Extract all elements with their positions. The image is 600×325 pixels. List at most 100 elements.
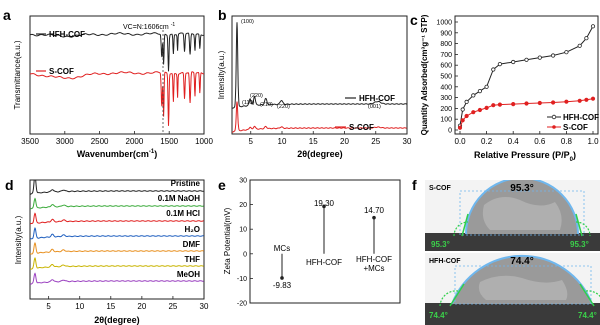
- panel-f-bottom-reflection: [478, 275, 568, 300]
- panel-c-point: [537, 55, 542, 60]
- panel-c-point: [577, 98, 582, 103]
- panel-e-tick-label: 20: [239, 202, 247, 209]
- panel-d-series-line: [30, 272, 204, 285]
- panel-c-tick-y-label: 400: [440, 84, 452, 91]
- panel-b: b 5 10 15 20 25 30 2θ(degree) Intensity(a.u.)…: [217, 7, 412, 159]
- panel-c-legend-hfh-cof: HFH-COF: [563, 113, 599, 122]
- panel-c-tick-y-label: 900: [440, 30, 452, 37]
- panel-f-bottom-tangent-left: [449, 283, 465, 307]
- panel-f-bottom-label: HFH-COF: [429, 258, 461, 265]
- panel-c-ylabel: Quantity Adsorbed(cm³g⁻¹ STP): [420, 14, 429, 135]
- panel-d-x-ticks: 5 10 15 20 25 30: [46, 296, 209, 311]
- panel-b-ylabel: Intensity(a.u.): [217, 50, 226, 99]
- panel-d-series-label: Pristine: [171, 179, 201, 188]
- panel-c-point: [550, 53, 556, 58]
- panel-e-label-mcs: MCs: [274, 244, 290, 253]
- panel-a-tick-label: 3000: [56, 137, 74, 146]
- panel-d-letter: d: [5, 177, 14, 193]
- panel-c-tick-y-label: 1000: [436, 20, 452, 27]
- panel-d-tick-label: 25: [168, 302, 177, 311]
- panel-f-top-substrate: [425, 233, 600, 251]
- panel-a-annotation: VC=N:1606cm -1: [123, 22, 175, 31]
- panel-d-series-label: H₂O: [184, 225, 200, 234]
- panel-c-tick-x-label: 0.0: [454, 137, 466, 146]
- panel-c-point: [550, 100, 556, 105]
- panel-c-xlabel: Relative Pressure (P/P0): [474, 150, 576, 163]
- panel-f-bottom-corner-right: 74.4°: [578, 311, 597, 320]
- panel-c-point: [524, 57, 529, 62]
- panel-c-point: [491, 103, 496, 108]
- panel-d-series-labels: Pristine 0.1M NaOH 0.1M HCl H₂O DMF THF MeOH: [158, 179, 201, 279]
- panel-b-peak-110: (110): [242, 100, 255, 106]
- panel-c-point: [524, 101, 529, 106]
- panel-c-series-hfh-cof: [457, 24, 596, 128]
- panel-e-value-hfh-cof-mcs: 14.70: [364, 206, 385, 215]
- panel-c-frame: [454, 15, 599, 135]
- panel-c-point: [590, 24, 596, 29]
- panel-f-bottom-angle: 74.4°: [510, 256, 533, 267]
- panel-c-tick-y-label: 300: [440, 95, 452, 102]
- panel-f-bottom-contact-arc: [451, 254, 593, 305]
- panel-d-series-line: [30, 257, 204, 270]
- panel-a-legend-hfh-cof: HFH-COF: [49, 30, 85, 39]
- panel-d-series-label: DMF: [183, 240, 200, 249]
- panel-f-letter: f: [412, 177, 417, 193]
- panel-e-tick-label: 10: [239, 227, 247, 234]
- panel-b-peak-220b: (220): [277, 104, 290, 110]
- panel-a-x-ticks: 3500 3000 2500 2000 1500 1000: [21, 131, 213, 146]
- panel-c-tick-y-label: 0: [448, 128, 452, 135]
- panel-c-point: [464, 99, 469, 105]
- panel-b-xlabel: 2θ(degree): [297, 149, 342, 159]
- panel-c-legend-marker-2: [552, 125, 556, 129]
- panel-d-tick-label: 5: [46, 302, 51, 311]
- panel-a-tick-label: 1000: [195, 137, 213, 146]
- panel-c-tick-x-label: 0.4: [508, 137, 520, 146]
- panel-d-tick-label: 30: [200, 302, 209, 311]
- panel-b-frame: [231, 15, 408, 135]
- panel-c-point: [497, 102, 502, 107]
- panel-c-point: [511, 102, 516, 107]
- panel-c-point: [564, 99, 569, 104]
- panel-a: a 3500 3000 2500 2000 1500 1000 Wavenumber(cm…: [3, 7, 213, 159]
- panel-b-series-s-cof: [232, 101, 407, 133]
- panel-e-stem-point: [372, 215, 376, 220]
- panel-e-letter: e: [218, 177, 226, 193]
- panel-c-tick-y-label: 500: [440, 74, 452, 81]
- panel-c-tick-x-label: 0.8: [561, 137, 573, 146]
- panel-f-bottom-tangent-right: [579, 283, 595, 307]
- panel-b-tick-label: 25: [371, 137, 380, 146]
- panel-c-point: [564, 50, 569, 55]
- panel-b-legend-hfh-cof: HFH-COF: [359, 94, 395, 103]
- panel-d-frame: [29, 179, 205, 300]
- panel-c-point: [471, 93, 476, 98]
- panel-d-series-label: MeOH: [177, 270, 200, 279]
- panel-b-legend-s-cof: S-COF: [349, 123, 374, 132]
- panel-c-point: [460, 118, 465, 123]
- panel-d-ylabel: Intensity(a.u.): [14, 215, 23, 264]
- panel-f-top-tangent-left: [461, 213, 469, 237]
- panel-c-letter: c: [410, 12, 418, 28]
- panel-f-bottom-image: HFH-COF 74.4° 74.4° 74.4°: [425, 253, 600, 325]
- panel-c-line: [459, 98, 594, 128]
- panel-c-ticks: 0.0 0.2 0.4 0.6 0.8 1.0 0 100 200 300 400 500 600 700…: [436, 20, 599, 147]
- panel-d-xlabel: 2θ(degree): [94, 315, 139, 325]
- panel-d-tick-label: 15: [106, 302, 115, 311]
- panel-f-top-tangent-right: [575, 213, 583, 237]
- panel-d-series-label: 0.1M NaOH: [158, 194, 200, 203]
- panel-f-top-corner-left: 95.3°: [431, 240, 450, 249]
- panel-f-top-corner-right: 95.3°: [570, 240, 589, 249]
- panel-a-series-hfh-cof: [30, 32, 204, 72]
- panel-c: c 0.0 0.2 0.4 0.6 0.8 1.0 0 100 200 300 400 500 600 7…: [410, 12, 599, 163]
- panel-b-tick-label: 20: [340, 137, 349, 146]
- panel-d-series-line: [30, 241, 204, 255]
- panel-e-stem-point: [322, 204, 326, 209]
- panel-b-peak-100: (100): [241, 19, 254, 25]
- panel-a-frame: [29, 15, 205, 135]
- panel-c-point: [464, 113, 469, 119]
- panel-d-tick-label: 10: [75, 302, 84, 311]
- panel-c-tick-y-label: 800: [440, 41, 452, 48]
- panel-b-peak-210: (210): [260, 102, 273, 108]
- panel-f-top-reflection: [482, 196, 562, 230]
- panel-f-bottom-substrate: [425, 303, 600, 325]
- panel-e: e 30 20 10 0 -10 -20 Zeta Potential(mV) MCs H…: [218, 177, 401, 308]
